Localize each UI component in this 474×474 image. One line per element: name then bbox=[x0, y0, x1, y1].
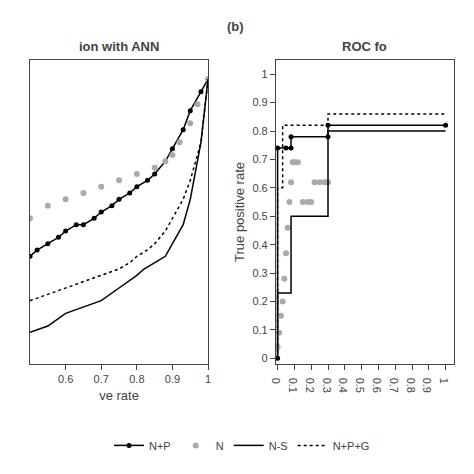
svg-text:0: 0 bbox=[262, 352, 268, 364]
svg-text:ve rate: ve rate bbox=[99, 388, 139, 403]
svg-text:0.3: 0.3 bbox=[252, 267, 267, 279]
svg-text:0.7: 0.7 bbox=[252, 153, 267, 165]
svg-text:0.8: 0.8 bbox=[405, 378, 417, 393]
svg-text:0.9: 0.9 bbox=[165, 373, 180, 385]
svg-text:0.2: 0.2 bbox=[304, 378, 316, 393]
svg-text:0.6: 0.6 bbox=[371, 378, 383, 393]
svg-text:0.1: 0.1 bbox=[252, 324, 267, 336]
svg-text:N-S: N-S bbox=[269, 440, 288, 452]
svg-text:0.5: 0.5 bbox=[252, 210, 267, 222]
svg-text:0.6: 0.6 bbox=[58, 373, 73, 385]
svg-text:0.9: 0.9 bbox=[421, 378, 433, 393]
svg-text:0.8: 0.8 bbox=[129, 373, 144, 385]
svg-text:N+P+G: N+P+G bbox=[333, 440, 370, 452]
svg-text:1: 1 bbox=[262, 68, 268, 80]
svg-text:0.9: 0.9 bbox=[252, 96, 267, 108]
svg-text:N+P: N+P bbox=[149, 440, 171, 452]
svg-text:ROC fo: ROC fo bbox=[342, 39, 387, 54]
svg-text:0.5: 0.5 bbox=[354, 378, 366, 393]
svg-text:1: 1 bbox=[438, 378, 450, 384]
svg-text:0.2: 0.2 bbox=[252, 295, 267, 307]
svg-text:True positive rate: True positive rate bbox=[232, 162, 247, 262]
svg-text:0.6: 0.6 bbox=[252, 182, 267, 194]
svg-text:0.4: 0.4 bbox=[337, 378, 349, 393]
svg-text:0.7: 0.7 bbox=[388, 378, 400, 393]
svg-text:0.7: 0.7 bbox=[94, 373, 109, 385]
svg-text:0.8: 0.8 bbox=[252, 125, 267, 137]
svg-text:0.4: 0.4 bbox=[252, 239, 267, 251]
svg-text:1: 1 bbox=[205, 373, 211, 385]
svg-text:ion with ANN: ion with ANN bbox=[79, 39, 159, 54]
svg-text:(b): (b) bbox=[227, 19, 244, 34]
svg-text:0.3: 0.3 bbox=[321, 378, 333, 393]
svg-text:0.1: 0.1 bbox=[287, 378, 299, 393]
svg-text:N: N bbox=[216, 440, 224, 452]
svg-text:0: 0 bbox=[270, 378, 282, 384]
